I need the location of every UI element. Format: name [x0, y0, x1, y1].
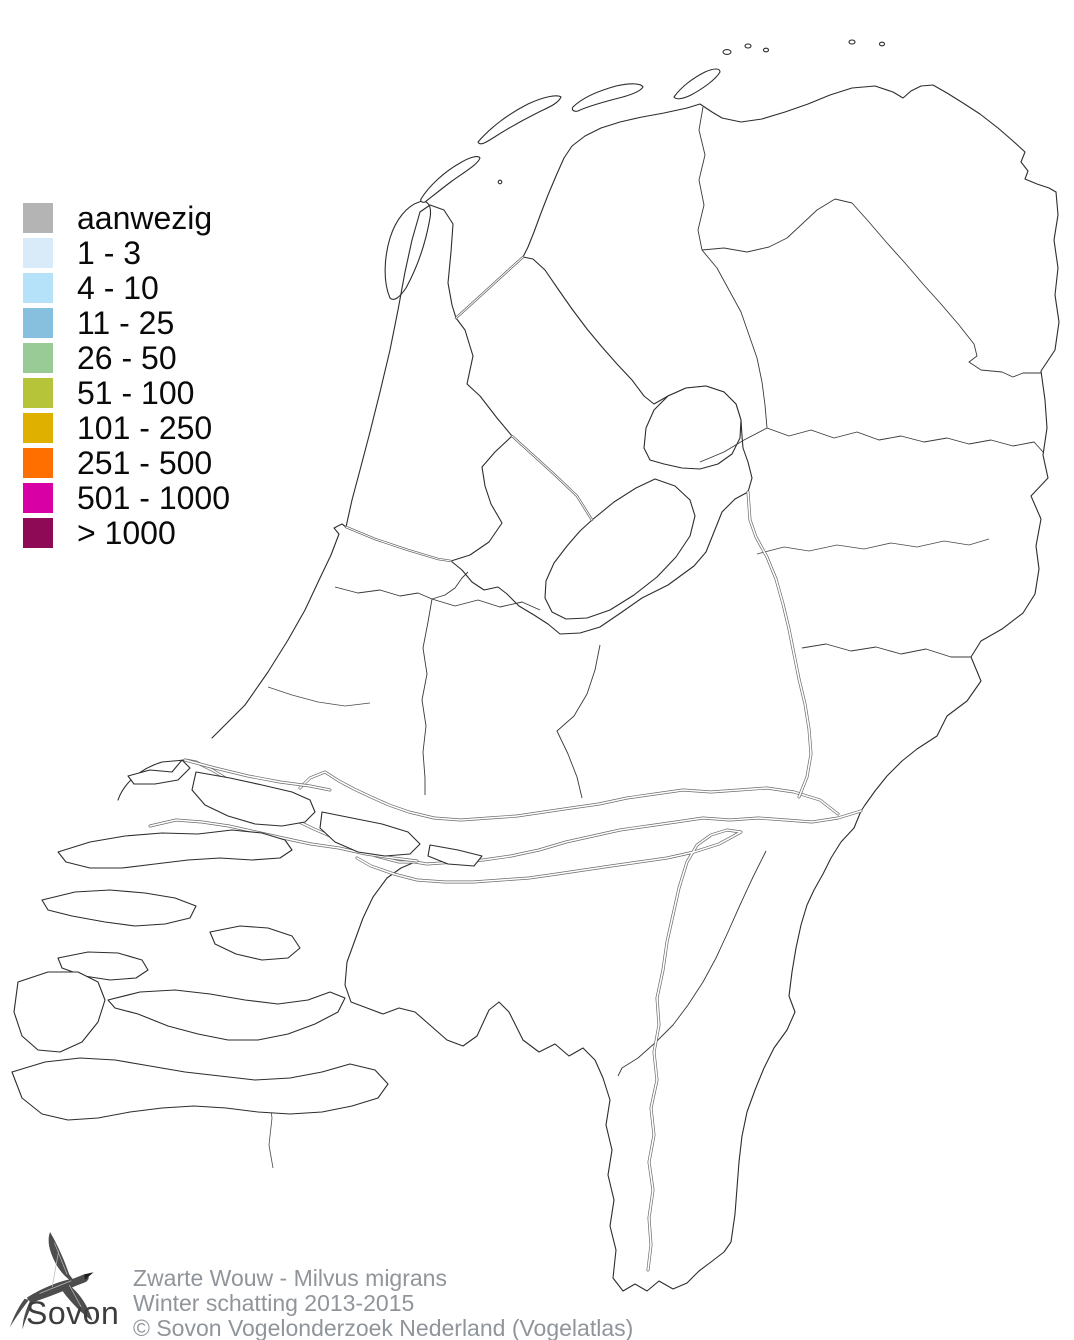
border-brabant-limburg [617, 850, 767, 1077]
legend-label: 1 - 3 [77, 234, 142, 271]
map-legend: aanwezig 1 - 3 4 - 10 11 - 25 26 - 50 51… [23, 200, 230, 550]
delta-islands [11, 771, 483, 1121]
border-utrecht-west [421, 598, 433, 795]
legend-label: 101 - 250 [77, 409, 213, 446]
province-borders [267, 106, 1045, 1169]
zuid-beveland [107, 989, 346, 1041]
legend-color-swatch [23, 517, 53, 548]
noordzeekanaal [344, 525, 453, 563]
flevoland [544, 478, 696, 620]
season-subtitle: Winter schatting 2013-2015 [133, 1290, 415, 1316]
map-credits: Zwarte Wouw - Milvus migrans Winter scha… [133, 1266, 633, 1340]
island-texel [384, 200, 432, 300]
legend-color-swatch [23, 307, 53, 338]
legend-item: 1 - 3 [23, 235, 230, 270]
houtribdijk [510, 434, 594, 522]
legend-label: 26 - 50 [77, 339, 177, 376]
tholen [209, 925, 301, 961]
walcheren [13, 971, 106, 1053]
legend-color-swatch [23, 377, 53, 408]
coast-ijsselmeer-east [450, 256, 753, 635]
legend-item: 51 - 100 [23, 375, 230, 410]
river-vecht [756, 538, 990, 555]
legend-label: aanwezig [77, 199, 213, 236]
legend-label: 501 - 1000 [77, 479, 231, 516]
legend-color-swatch [23, 412, 53, 443]
legend-item: 501 - 1000 [23, 480, 230, 515]
europoort-harbour [127, 759, 191, 785]
polders [544, 385, 742, 620]
border-drenthe-overijssel [766, 427, 1045, 454]
river-maas [355, 828, 743, 1272]
legend-label: 11 - 25 [77, 304, 175, 341]
schouwen-duiveland [41, 889, 197, 927]
copyright-line: © Sovon Vogelonderzoek Nederland (Vogela… [133, 1315, 634, 1340]
legend-item: aanwezig [23, 200, 230, 235]
sovon-swallow-icon [9, 1232, 94, 1330]
legend-color-swatch [23, 272, 53, 303]
coast-noord-holland [419, 204, 513, 562]
border-friesland-groningen [697, 106, 706, 251]
dikes [344, 255, 594, 563]
islet [762, 47, 770, 53]
legend-item: 26 - 50 [23, 340, 230, 375]
eiland-van-dordrecht [427, 844, 483, 867]
wadden-islands [384, 39, 886, 300]
islet [722, 49, 732, 55]
legend-label: 4 - 10 [77, 269, 159, 306]
coast-west [211, 211, 421, 739]
island-schiermonnikoog [673, 68, 721, 100]
river-oude-rijn [267, 686, 371, 707]
border-friesland-overijssel [699, 427, 768, 463]
islet [744, 43, 752, 49]
legend-label: > 1000 [77, 514, 176, 551]
species-title: Zwarte Wouw - Milvus migrans [133, 1265, 447, 1291]
islet-griend [497, 179, 503, 185]
island-terschelling [477, 95, 562, 145]
coast-north [522, 84, 1057, 258]
river-nederrijn-lek [298, 770, 840, 822]
river-ijssel [746, 490, 813, 799]
island-vlieland [420, 156, 481, 203]
island-ameland [571, 83, 644, 112]
legend-item: 11 - 25 [23, 305, 230, 340]
border-overijssel-gelderland [801, 643, 971, 658]
legend-label: 251 - 500 [77, 444, 213, 481]
zeeuws-vlaanderen [11, 1057, 389, 1121]
border-south-belgium [344, 810, 862, 1292]
coastlines [117, 84, 1060, 1292]
legend-color-swatch [23, 202, 53, 233]
legend-item: 251 - 500 [23, 445, 230, 480]
legend-item: 101 - 250 [23, 410, 230, 445]
legend-color-swatch [23, 237, 53, 268]
sovon-logo-text: Sovon [26, 1295, 120, 1331]
islet [848, 39, 856, 45]
border-friesland-drenthe [701, 249, 768, 429]
legend-item: 4 - 10 [23, 270, 230, 305]
islet [878, 41, 886, 47]
legend-item: > 1000 [23, 515, 230, 550]
legend-color-swatch [23, 447, 53, 478]
border-germany [860, 191, 1060, 812]
goeree-overflakkee [57, 829, 293, 869]
border-utrecht-gelderland [556, 644, 601, 799]
voorne-putten [191, 771, 316, 827]
noordoostpolder [643, 385, 742, 470]
legend-label: 51 - 100 [77, 374, 195, 411]
border-nh-zh [334, 571, 469, 600]
legend-color-swatch [23, 342, 53, 373]
rivers [148, 490, 863, 1272]
legend-color-swatch [23, 482, 53, 513]
border-groningen-drenthe [701, 198, 1041, 378]
hoeksche-waard [319, 811, 421, 857]
border-utrecht-north [431, 598, 541, 611]
